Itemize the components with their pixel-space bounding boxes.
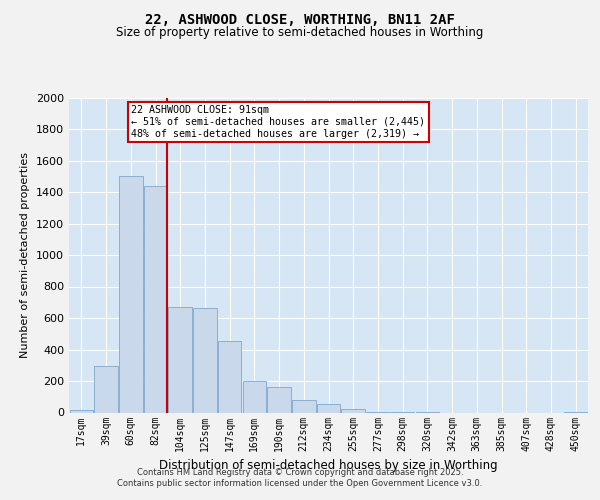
Bar: [94, 366, 118, 412]
Text: Contains HM Land Registry data © Crown copyright and database right 2025.
Contai: Contains HM Land Registry data © Crown c…: [118, 468, 482, 487]
Bar: [218, 341, 241, 412]
Text: 22, ASHWOOD CLOSE, WORTHING, BN11 2AF: 22, ASHWOOD CLOSE, WORTHING, BN11 2AF: [145, 12, 455, 26]
Bar: [144, 186, 167, 412]
Text: 22 ASHWOOD CLOSE: 91sqm
← 51% of semi-detached houses are smaller (2,445)
48% of: 22 ASHWOOD CLOSE: 91sqm ← 51% of semi-de…: [131, 106, 425, 138]
Bar: [169, 307, 192, 412]
Bar: [268, 386, 291, 412]
Bar: [242, 381, 266, 412]
Bar: [70, 410, 93, 412]
X-axis label: Distribution of semi-detached houses by size in Worthing: Distribution of semi-detached houses by …: [159, 459, 498, 472]
Text: Size of property relative to semi-detached houses in Worthing: Size of property relative to semi-detach…: [116, 26, 484, 39]
Bar: [292, 400, 316, 412]
Bar: [193, 308, 217, 412]
Bar: [119, 176, 143, 412]
Bar: [317, 404, 340, 412]
Y-axis label: Number of semi-detached properties: Number of semi-detached properties: [20, 152, 31, 358]
Bar: [341, 408, 365, 412]
